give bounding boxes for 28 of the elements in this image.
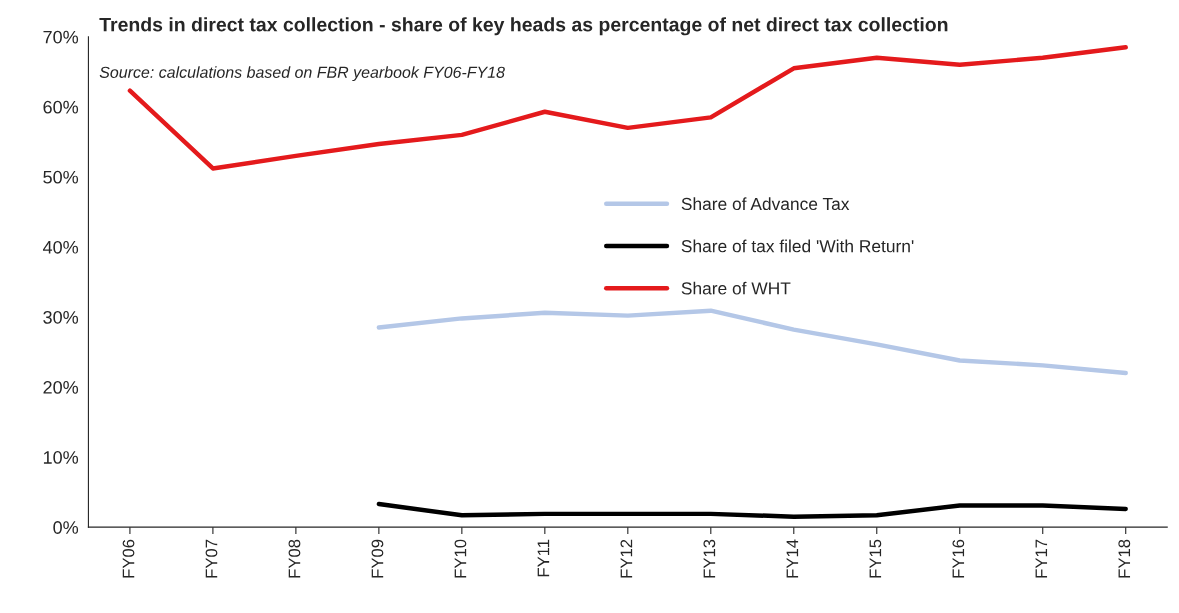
x-tick-label: FY06 (122, 539, 135, 578)
y-tick-label: 60% (43, 100, 79, 114)
legend-label: Share of tax filed 'With Return' (681, 239, 914, 253)
text: Source: calculations based on FBR yearbook FY06-FY18 (99, 66, 505, 82)
y-tick-label: 20% (43, 381, 79, 394)
x-tick-label: FY13 (703, 539, 716, 578)
x-tick-label: FY07 (205, 539, 218, 578)
line-series (376, 308, 1128, 376)
x-tick-label: FY10 (454, 539, 467, 578)
x-tick-label: FY09 (371, 539, 384, 578)
y-tick-label: 10% (43, 451, 79, 464)
x-tick-label: FY17 (1035, 539, 1048, 578)
x-tick-label: FY11 (537, 539, 550, 577)
x-tick-label: FY14 (786, 539, 799, 578)
y-tick-label: 30% (43, 310, 79, 324)
x-tick-label: FY16 (952, 539, 965, 578)
x-tick-label: FY12 (620, 539, 633, 578)
legend-label: Share of WHT (681, 281, 791, 295)
legend-label: Share of Advance Tax (681, 197, 850, 211)
line-series (376, 501, 1128, 519)
y-tick-label: 70% (43, 30, 79, 44)
x-tick-label: FY18 (1118, 539, 1131, 578)
y-tick-label: 50% (43, 170, 79, 184)
x-tick-label: FY08 (288, 539, 301, 578)
x-tick-label: FY15 (869, 539, 882, 578)
y-tick-label: 40% (42, 240, 79, 254)
chart-title: Trends in direct tax collection - share of key heads as percentage of net direct tax collection (99, 17, 948, 36)
y-tick-label: 0% (53, 521, 79, 534)
